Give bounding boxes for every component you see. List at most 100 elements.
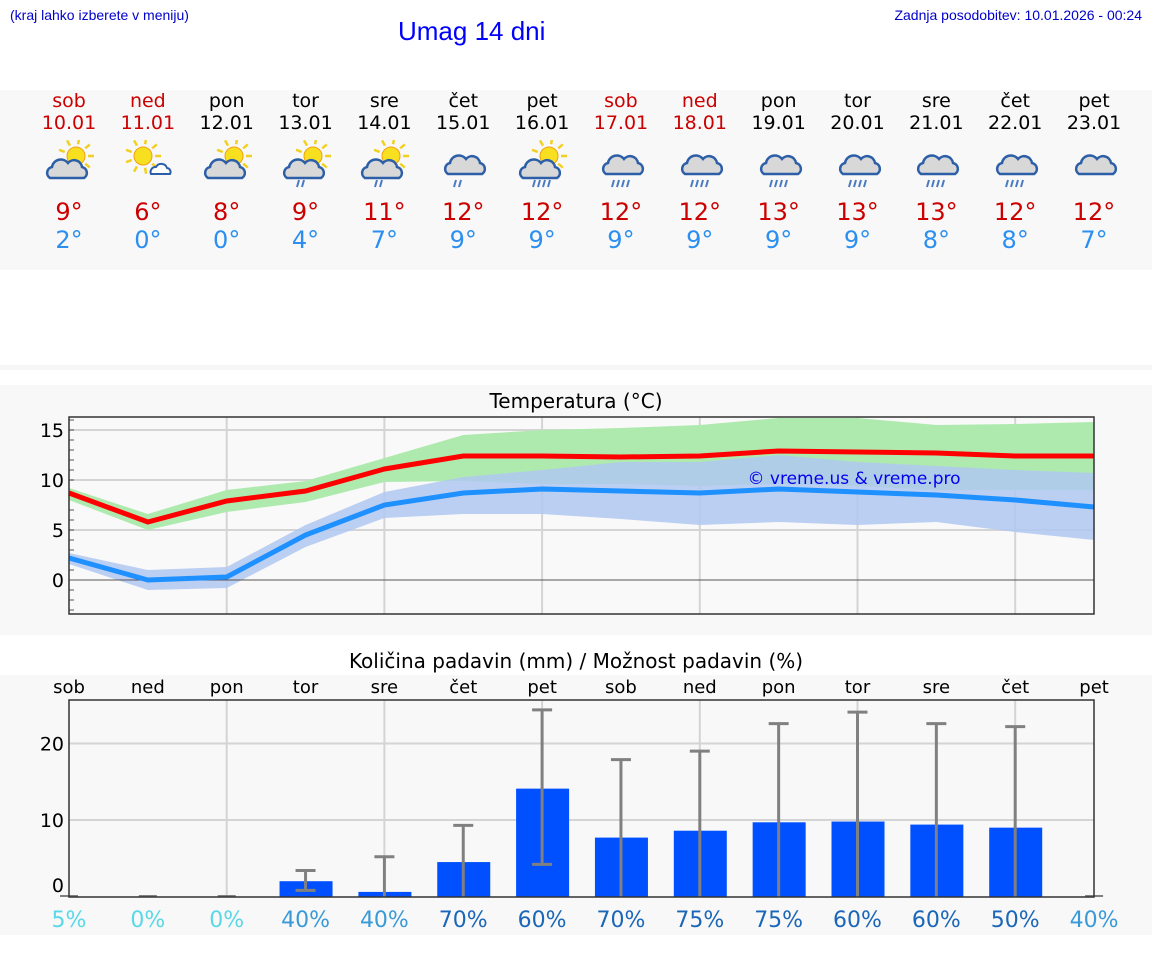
max-temp: 11°: [363, 198, 406, 226]
precip-probability: 60%: [833, 908, 882, 933]
precipitation-title: Količina padavin (mm) / Možnost padavin …: [348, 649, 804, 673]
day-column: pet 23.01 12° 7°: [1055, 90, 1133, 270]
day-date: 16.01: [514, 112, 570, 134]
day-label: sob: [605, 677, 637, 698]
cloud-rain-icon: [911, 140, 963, 188]
cloud-rain-icon: [833, 140, 885, 188]
day-name: tor: [844, 90, 871, 112]
day-column: ned 11.01 6° 0°: [109, 90, 187, 270]
precip-probability: 70%: [439, 908, 488, 933]
day-label: tor: [293, 677, 319, 698]
plot-frame: [68, 416, 1095, 615]
y-tick-label: 20: [40, 734, 64, 756]
precip-probability: 75%: [754, 908, 803, 933]
day-name: pon: [208, 90, 245, 112]
min-temp: 2°: [55, 226, 83, 254]
sun-cloud-light-rain-icon: [281, 138, 333, 188]
day-label: pet: [1079, 677, 1109, 698]
day-label: čet: [1001, 677, 1029, 698]
precip-probability: 0%: [130, 908, 165, 933]
day-column: sob 10.01 9° 2°: [30, 90, 108, 270]
max-temp: 9°: [291, 198, 320, 226]
sun-small-cloud-icon: [123, 138, 175, 188]
day-date: 21.01: [909, 112, 964, 134]
day-name: pet: [526, 90, 558, 112]
day-name: sob: [52, 90, 86, 112]
precip-probability: 70%: [596, 908, 645, 933]
day-label: ned: [683, 677, 717, 698]
day-column: tor 20.01 13° 9°: [819, 90, 897, 270]
day-name: ned: [681, 90, 718, 112]
sun-cloud-light-rain-icon: [359, 138, 411, 188]
day-column: čet 22.01 12° 8°: [976, 90, 1054, 270]
day-date: 15.01: [436, 112, 491, 134]
day-name: tor: [292, 90, 319, 112]
precip-probability: 40%: [360, 908, 409, 933]
max-temp: 12°: [678, 198, 722, 226]
min-temp: 9°: [449, 226, 477, 254]
day-column: pon 12.01 8° 0°: [188, 90, 266, 270]
day-name: čet: [448, 90, 479, 112]
day-label: pon: [210, 677, 244, 698]
y-tick-label: 0: [52, 570, 64, 592]
sun-cloud-icon: [44, 138, 96, 188]
day-column: pon 19.01 13° 9°: [740, 90, 818, 270]
day-name: ned: [129, 90, 166, 112]
y-tick-label: 10: [40, 470, 64, 492]
min-temp: 4°: [291, 226, 320, 254]
day-column: ned 18.01 12° 9°: [661, 90, 739, 270]
day-label: sob: [53, 677, 85, 698]
cloud-light-rain-icon: [438, 140, 490, 188]
cloud-rain-icon: [754, 140, 806, 188]
min-temp: 8°: [922, 226, 950, 254]
min-temp: 9°: [528, 226, 556, 254]
day-name: sre: [921, 90, 951, 112]
day-date: 19.01: [751, 112, 806, 134]
cloud-rain-icon: [675, 140, 727, 188]
last-update: Zadnja posodobitev: 10.01.2026 - 00:24: [894, 7, 1142, 23]
min-temp: 8°: [1001, 226, 1029, 254]
day-column: sob 17.01 12° 9°: [582, 90, 660, 270]
sun-cloud-rain-icon: [517, 138, 569, 188]
max-temp: 13°: [915, 198, 958, 226]
day-column: tor 13.01 9° 4°: [267, 90, 345, 270]
plot-frame: [68, 699, 1095, 898]
watermark: © vreme.us & vreme.pro: [747, 469, 960, 489]
y-tick-label: 0: [52, 875, 64, 897]
day-label: pon: [762, 677, 796, 698]
min-temp: 0°: [213, 226, 241, 254]
day-label: sre: [923, 677, 950, 698]
min-temp: 9°: [843, 226, 872, 254]
y-tick-label: 15: [40, 420, 64, 442]
day-column: sre 14.01 11° 7°: [345, 90, 423, 270]
precip-probability: 40%: [1070, 908, 1119, 933]
y-tick-label: 10: [40, 810, 64, 832]
precip-probability: 5%: [52, 908, 87, 933]
precip-probability: 50%: [991, 908, 1040, 933]
day-label: ned: [131, 677, 165, 698]
page-title: Umag 14 dni: [398, 16, 546, 46]
day-date: 11.01: [120, 112, 176, 134]
day-column: čet 15.01 12° 9°: [424, 90, 502, 270]
y-tick-label: 5: [52, 520, 64, 542]
day-label: pet: [527, 677, 557, 698]
day-name: čet: [1000, 90, 1030, 112]
max-temp: 13°: [836, 198, 879, 226]
max-temp: 6°: [134, 198, 162, 226]
max-temp: 12°: [520, 198, 564, 226]
day-label: sre: [371, 677, 398, 698]
temperature-title: Temperatura (°C): [489, 389, 663, 413]
max-temp: 12°: [993, 198, 1037, 226]
day-date: 12.01: [199, 112, 254, 134]
cloud-icon: [1069, 140, 1121, 188]
day-date: 13.01: [278, 112, 333, 134]
max-temp: 13°: [757, 198, 800, 226]
day-date: 22.01: [987, 112, 1043, 134]
day-column: sre 21.01 13° 8°: [897, 90, 975, 270]
precip-probability: 75%: [675, 908, 724, 933]
city-menu-hint: (kraj lahko izberete v meniju): [10, 7, 189, 23]
precip-probability: 40%: [281, 908, 330, 933]
max-temp: 9°: [55, 198, 83, 226]
